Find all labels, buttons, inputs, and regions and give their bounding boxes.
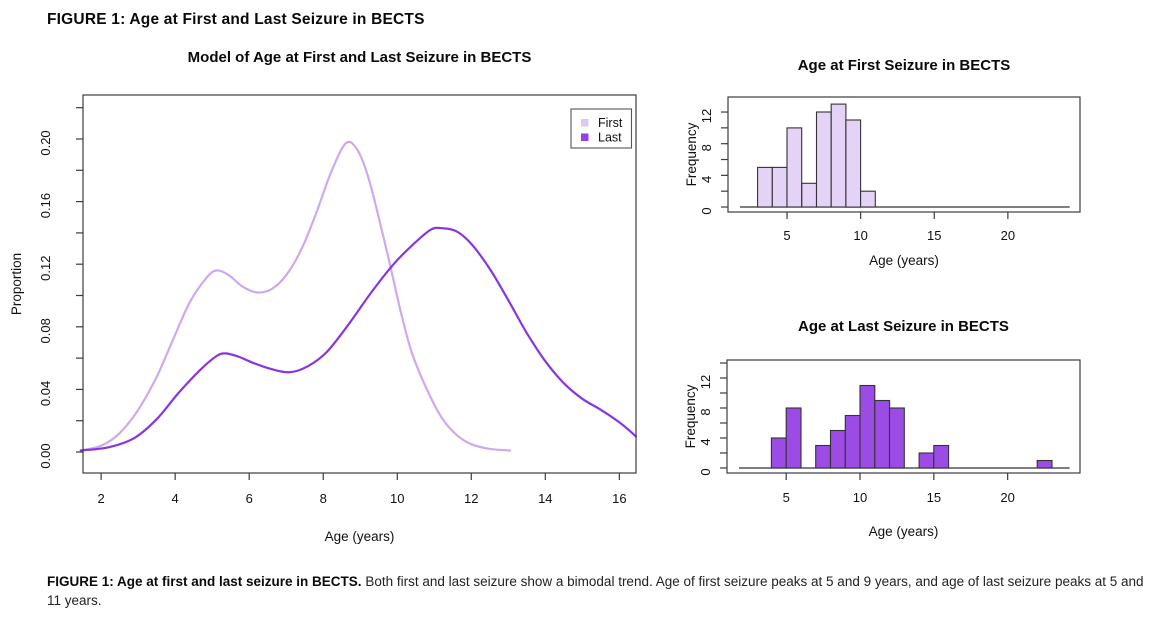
density-x-tick-label: 14: [538, 491, 552, 506]
hist_last-bar: [933, 444, 950, 469]
density-plot: Model of Age at First and Last Seizure i…: [9, 49, 638, 544]
density-x-tick-label: 6: [246, 491, 253, 506]
legend-box: [570, 108, 633, 149]
hist_first-y-tick-label: 4: [699, 176, 714, 183]
hist_last-bar: [1036, 459, 1053, 469]
hist_last-y-tick-label: 8: [698, 408, 713, 415]
hist_last-y-tick-label: 12: [698, 375, 713, 389]
hist_last-title: Age at Last Seizure in BECTS: [798, 318, 1009, 335]
caption-lead: FIGURE 1: Age at first and last seizure …: [47, 574, 362, 589]
density-x-tick-label: 16: [612, 491, 626, 506]
hist_last-y-tick-label: 0: [698, 468, 713, 475]
hist_last-x-tick-label: 15: [927, 490, 941, 505]
density-y-tick-label: 0.08: [38, 318, 53, 343]
hist_first-x-tick-label: 20: [1001, 228, 1015, 243]
hist_last-bar: [859, 384, 876, 469]
density-y-tick-label: 0.00: [38, 443, 53, 468]
hist_last-x-tick-label: 10: [853, 490, 867, 505]
hist_first-bar: [801, 182, 818, 208]
hist_first-y-tick-label: 12: [699, 109, 714, 123]
hist_first-bar: [771, 166, 788, 208]
hist_last-bar: [874, 399, 891, 469]
hist-last-plot: Age at Last Seizure in BECTS Age (years) F…: [683, 318, 1081, 539]
figure-caption: FIGURE 1: Age at first and last seizure …: [47, 572, 1159, 610]
hist_last-plot-box: [726, 359, 1081, 474]
density-series-last-curve: [79, 226, 638, 452]
legend-swatch-first: [581, 119, 589, 127]
density-x-axis-label: Age (years): [325, 529, 395, 544]
hist_first-bar: [860, 190, 876, 208]
hist_last-bar: [829, 429, 846, 469]
density-x-tick-label: 2: [98, 491, 105, 506]
density-x-tick-label: 8: [320, 491, 327, 506]
hist_first-bar: [757, 166, 773, 208]
hist_first-x-tick-label: 15: [927, 228, 941, 243]
hist_first-bar: [786, 127, 803, 208]
hist_first-title: Age at First Seizure in BECTS: [798, 57, 1011, 74]
hist_last-y-tick-label: 4: [698, 438, 713, 445]
legend-label-last: Last: [598, 131, 622, 145]
density-plot-box: [82, 94, 637, 474]
hist_last-bar: [918, 452, 935, 469]
density-y-tick-label: 0.16: [38, 193, 53, 218]
density-x-tick-label: 10: [390, 491, 404, 506]
density-x-tick-label: 4: [172, 491, 179, 506]
legend-swatch-last: [581, 133, 589, 141]
density-y-axis-label: Proportion: [9, 253, 24, 315]
hist_last-x-axis-label: Age (years): [869, 524, 939, 539]
hist_first-x-axis-label: Age (years): [869, 253, 939, 268]
hist_last-bar: [888, 407, 905, 469]
hist_last-x-tick-label: 20: [1000, 490, 1014, 505]
hist_last-bar: [770, 437, 787, 469]
hist_first-x-tick-label: 5: [783, 228, 790, 243]
hist_last-bar: [785, 407, 802, 469]
density-x-tick-label: 12: [464, 491, 478, 506]
hist_last-bar: [844, 414, 861, 469]
figure-title: FIGURE 1: Age at First and Last Seizure …: [47, 11, 425, 28]
hist_first-y-tick-label: 8: [699, 144, 714, 151]
hist_last-y-axis-label: Frequency: [683, 384, 698, 448]
density-series-first-curve: [79, 140, 512, 452]
density-y-tick-label: 0.12: [38, 256, 53, 281]
density-y-tick-label: 0.04: [38, 381, 53, 406]
density-y-tick-label: 0.20: [38, 130, 53, 155]
hist_last-x-tick-label: 5: [783, 490, 790, 505]
hist-first-plot: Age at First Seizure in BECTS Age (years)…: [684, 57, 1081, 268]
density-title: Model of Age at First and Last Seizure i…: [188, 49, 532, 66]
caption-body: Both first and last seizure show a bimod…: [47, 574, 1144, 608]
hist_last-bar: [815, 444, 832, 469]
hist_first-x-tick-label: 10: [853, 228, 867, 243]
hist_first-y-axis-label: Frequency: [684, 122, 699, 186]
hist_first-bar: [815, 111, 832, 208]
legend-label-first: First: [598, 116, 623, 130]
hist_first-plot-box: [727, 96, 1081, 213]
hist_first-bar: [830, 103, 847, 208]
hist_first-y-tick-label: 0: [699, 207, 714, 214]
hist_first-bar: [845, 119, 862, 208]
